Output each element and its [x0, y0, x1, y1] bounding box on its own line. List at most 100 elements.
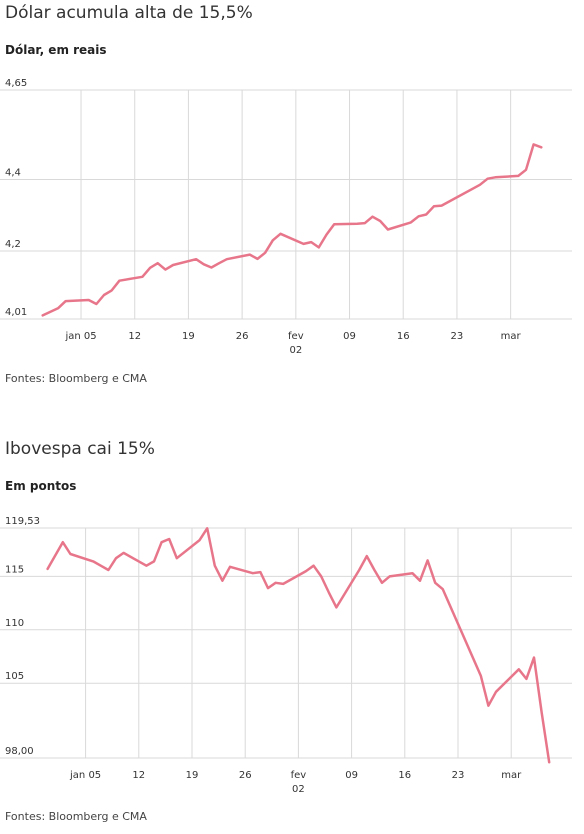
data-point	[302, 243, 305, 245]
data-point	[379, 220, 382, 222]
chart-title: Dólar acumula alta de 15,5%	[5, 3, 253, 23]
data-point	[356, 222, 359, 225]
data-point	[271, 239, 274, 242]
x-tick-label: 23	[451, 331, 464, 342]
data-point	[364, 222, 366, 225]
data-point	[425, 213, 428, 216]
chart-panel-dolar: Dólar acumula alta de 15,5% Dólar, em re…	[0, 0, 584, 415]
data-point	[218, 262, 221, 265]
data-point	[517, 175, 520, 177]
x-tick-label: 16	[398, 770, 411, 781]
data-point	[417, 215, 420, 218]
chart-panel-ibovespa: Ibovespa cai 15% Em pontos jan 05 12 19 26 f…	[0, 436, 584, 834]
data-point	[494, 176, 497, 179]
x-tick-label: 09	[343, 331, 356, 342]
chart-source: Fontes: Bloomberg e CMA	[5, 810, 147, 823]
data-point	[160, 541, 163, 544]
data-point	[540, 146, 543, 149]
data-point	[64, 300, 67, 302]
x-tick-sublabel: 02	[292, 784, 305, 795]
data-point	[410, 221, 412, 224]
y-tick-label: 119,53	[5, 516, 40, 527]
x-tick-label: jan 05	[69, 770, 101, 781]
data-point	[213, 564, 216, 567]
data-point	[479, 674, 482, 677]
y-tick-label: 105	[5, 671, 24, 682]
data-point	[440, 204, 443, 207]
x-tick-sublabel: 02	[289, 345, 302, 356]
x-tick-label: fev	[288, 331, 304, 342]
data-point	[327, 591, 330, 594]
data-point	[426, 559, 429, 562]
y-tick-label: 115	[5, 564, 24, 575]
data-point	[487, 704, 490, 707]
chart-subtitle: Dólar, em reais	[5, 43, 107, 57]
x-tick-label: 26	[239, 770, 252, 781]
data-point	[195, 258, 198, 261]
data-point	[92, 560, 95, 563]
data-point	[320, 575, 323, 578]
x-tick-label: mar	[501, 331, 522, 342]
data-point	[202, 263, 205, 266]
x-tick-label: 09	[345, 770, 358, 781]
data-point	[110, 289, 113, 292]
data-point	[279, 232, 282, 235]
data-point	[387, 228, 389, 231]
data-point	[46, 568, 49, 570]
data-point	[433, 205, 435, 208]
data-point	[168, 538, 171, 540]
data-point	[540, 711, 543, 713]
y-tick-label: 4,01	[5, 307, 27, 318]
data-point	[221, 579, 224, 582]
series-line	[41, 143, 543, 317]
chart-title: Ibovespa cai 15%	[5, 439, 155, 459]
data-point	[274, 581, 277, 584]
line-chart-dolar: jan 05 12 19 26 fev 02 09 16 23 mar 4,01 4,2 4,4 4,6…	[0, 78, 572, 356]
data-point	[310, 241, 313, 244]
data-point	[156, 262, 159, 265]
x-tick-label: 19	[186, 770, 199, 781]
data-point	[95, 303, 98, 305]
data-point	[517, 668, 520, 671]
data-point	[333, 223, 336, 226]
data-point	[198, 539, 201, 541]
data-point	[175, 557, 178, 560]
data-point	[103, 294, 105, 296]
data-point	[122, 552, 125, 554]
data-point	[525, 678, 528, 680]
data-point	[335, 606, 338, 609]
data-point	[434, 581, 437, 584]
data-point	[107, 569, 110, 571]
data-point	[57, 307, 59, 310]
data-point	[145, 564, 148, 567]
x-tick-label: mar	[501, 770, 522, 781]
data-point	[210, 266, 213, 269]
x-tick-label: 26	[236, 331, 249, 342]
data-point	[358, 569, 361, 571]
data-point	[371, 215, 374, 218]
y-tick-label: 110	[5, 618, 24, 629]
data-point	[206, 527, 209, 530]
data-point	[61, 541, 64, 544]
data-point	[256, 258, 259, 260]
x-tick-label: 12	[132, 770, 145, 781]
x-tick-label: 12	[128, 331, 141, 342]
data-point	[548, 761, 551, 764]
y-tick-label: 4,4	[5, 167, 21, 178]
data-point	[282, 583, 285, 585]
data-point	[325, 233, 328, 236]
x-tick-label: jan 05	[64, 331, 96, 342]
data-point	[41, 314, 44, 317]
x-tick-label: 19	[182, 331, 195, 342]
data-point	[251, 572, 254, 575]
data-point	[441, 588, 444, 591]
data-point	[267, 587, 269, 589]
data-point	[419, 579, 421, 582]
data-point	[532, 143, 535, 146]
data-point	[225, 258, 228, 261]
data-point	[264, 251, 266, 254]
data-point	[99, 564, 102, 567]
data-point	[87, 299, 90, 301]
data-point	[373, 569, 376, 571]
data-point	[381, 581, 383, 584]
